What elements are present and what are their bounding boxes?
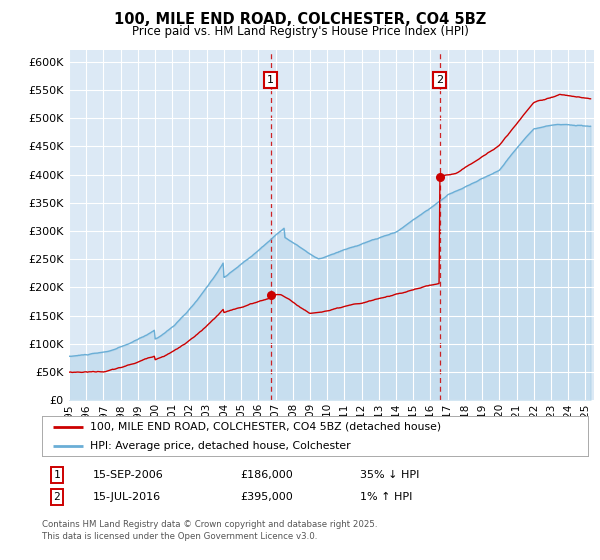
Text: 1: 1 [53,470,61,480]
Text: Contains HM Land Registry data © Crown copyright and database right 2025.
This d: Contains HM Land Registry data © Crown c… [42,520,377,542]
Text: £395,000: £395,000 [240,492,293,502]
Text: Price paid vs. HM Land Registry's House Price Index (HPI): Price paid vs. HM Land Registry's House … [131,25,469,38]
Text: 100, MILE END ROAD, COLCHESTER, CO4 5BZ: 100, MILE END ROAD, COLCHESTER, CO4 5BZ [114,12,486,27]
Text: 100, MILE END ROAD, COLCHESTER, CO4 5BZ (detached house): 100, MILE END ROAD, COLCHESTER, CO4 5BZ … [90,422,441,432]
Text: £186,000: £186,000 [240,470,293,480]
Text: 35% ↓ HPI: 35% ↓ HPI [360,470,419,480]
Text: 2: 2 [436,75,443,85]
Text: 1: 1 [267,75,274,85]
Text: 2: 2 [53,492,61,502]
Text: HPI: Average price, detached house, Colchester: HPI: Average price, detached house, Colc… [90,441,350,450]
Text: 15-JUL-2016: 15-JUL-2016 [93,492,161,502]
Text: 1% ↑ HPI: 1% ↑ HPI [360,492,412,502]
Text: 15-SEP-2006: 15-SEP-2006 [93,470,164,480]
